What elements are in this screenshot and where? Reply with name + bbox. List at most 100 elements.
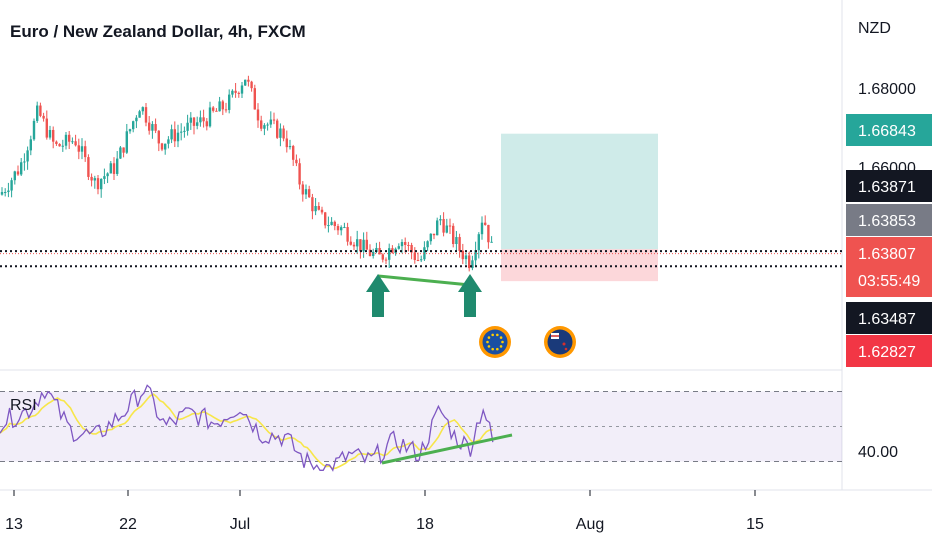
candle-body xyxy=(301,184,304,195)
price-tick-label: 1.68000 xyxy=(858,81,916,98)
candle-body xyxy=(170,129,173,140)
candle-body xyxy=(298,163,301,185)
price-candles xyxy=(0,75,493,272)
profit-zone[interactable] xyxy=(501,133,658,250)
rsi-pane[interactable]: RSI xyxy=(0,384,842,472)
candle-body xyxy=(20,162,23,175)
candle-body xyxy=(77,145,80,152)
candle-body xyxy=(285,138,288,148)
candle-body xyxy=(266,124,269,126)
price-tag-background xyxy=(846,170,932,202)
eu-star-icon xyxy=(496,347,499,351)
candle-body xyxy=(96,178,100,190)
candle-body xyxy=(445,225,448,233)
candle-body xyxy=(58,143,61,147)
candle-body xyxy=(288,146,292,148)
candle-body xyxy=(352,244,356,247)
rsi-trendline[interactable] xyxy=(381,433,513,465)
candle-body xyxy=(368,249,372,256)
grid xyxy=(0,0,843,490)
eu-star-icon xyxy=(499,336,503,339)
candle-body xyxy=(250,81,253,89)
candle-body xyxy=(199,117,202,123)
candle-body xyxy=(0,192,4,195)
eu-star-icon xyxy=(487,345,491,348)
candle-body xyxy=(186,122,189,131)
candle-body xyxy=(13,171,16,181)
candle-body xyxy=(330,221,333,226)
candle-body xyxy=(320,209,324,213)
candle-body xyxy=(474,250,477,261)
candle-body xyxy=(432,233,436,236)
candle-body xyxy=(103,176,106,179)
candle-body xyxy=(141,107,144,112)
candle-body xyxy=(269,119,272,125)
candle-body xyxy=(144,107,148,123)
candle-body xyxy=(189,117,192,123)
candle-body xyxy=(16,171,20,175)
price-tag-background xyxy=(846,204,932,236)
bar-countdown-label: 03:55:49 xyxy=(858,273,920,290)
candle-body xyxy=(372,251,375,256)
candle-body xyxy=(260,120,263,129)
candle-body xyxy=(39,105,42,116)
candle-body xyxy=(80,146,84,152)
candle-body xyxy=(215,110,218,112)
candle-body xyxy=(228,94,231,110)
candle-body xyxy=(148,122,151,131)
eu-star-icon xyxy=(491,347,494,351)
long-position-tool[interactable] xyxy=(501,133,658,282)
candle-body xyxy=(375,247,378,252)
time-tick-label: Aug xyxy=(576,516,604,533)
price-axis[interactable]: NZD1.680001.660001.668431.638711.638531.… xyxy=(846,20,932,461)
candle-body xyxy=(487,224,490,243)
candle-body xyxy=(112,163,116,174)
candle-body xyxy=(26,150,29,162)
candle-body xyxy=(36,105,39,121)
chart-title: Euro / New Zealand Dollar, 4h, FXCM xyxy=(10,22,306,41)
eu-star-icon xyxy=(496,333,499,337)
candle-body xyxy=(317,206,320,210)
candle-body xyxy=(240,85,244,94)
currency-label: NZD xyxy=(858,20,891,37)
candle-body xyxy=(484,222,487,225)
price-tag-level: 1.63853 xyxy=(846,204,932,236)
price-tag-label: 1.63807 xyxy=(858,246,916,263)
price-tag-take-profit: 1.66843 xyxy=(846,114,932,146)
price-tag-background xyxy=(846,302,932,334)
candle-body xyxy=(391,248,394,253)
candle-body xyxy=(272,119,276,121)
candle-body xyxy=(400,242,404,247)
candle-body xyxy=(253,88,256,110)
candle-body xyxy=(247,79,250,82)
candle-body xyxy=(404,242,407,245)
candle-body xyxy=(407,244,410,246)
annotations[interactable] xyxy=(366,274,576,358)
candle-body xyxy=(416,259,420,261)
price-tag-label: 1.63853 xyxy=(858,213,916,230)
loss-zone[interactable] xyxy=(501,249,658,282)
candle-body xyxy=(132,121,135,130)
candle-body xyxy=(308,189,311,198)
up-arrow-icon[interactable] xyxy=(366,274,390,317)
candle-body xyxy=(304,189,308,195)
time-tick-label: 13 xyxy=(5,516,23,533)
candle-body xyxy=(122,147,125,153)
candle-body xyxy=(388,248,391,260)
candle-body xyxy=(378,247,381,255)
candle-body xyxy=(74,141,77,146)
candle-body xyxy=(196,122,199,126)
eu-star-icon xyxy=(486,340,489,344)
candle-body xyxy=(52,129,55,142)
candle-body xyxy=(381,254,384,260)
candle-body xyxy=(93,178,96,181)
candle-body xyxy=(173,129,176,142)
up-arrow-icon[interactable] xyxy=(458,274,482,317)
candle-body xyxy=(167,139,170,144)
candle-body xyxy=(7,190,10,193)
candle-body xyxy=(359,239,362,252)
candle-body xyxy=(442,219,445,233)
time-axis[interactable]: 13 22 Jul 18 Aug 15 xyxy=(0,489,932,533)
support-trendline[interactable] xyxy=(377,274,471,287)
